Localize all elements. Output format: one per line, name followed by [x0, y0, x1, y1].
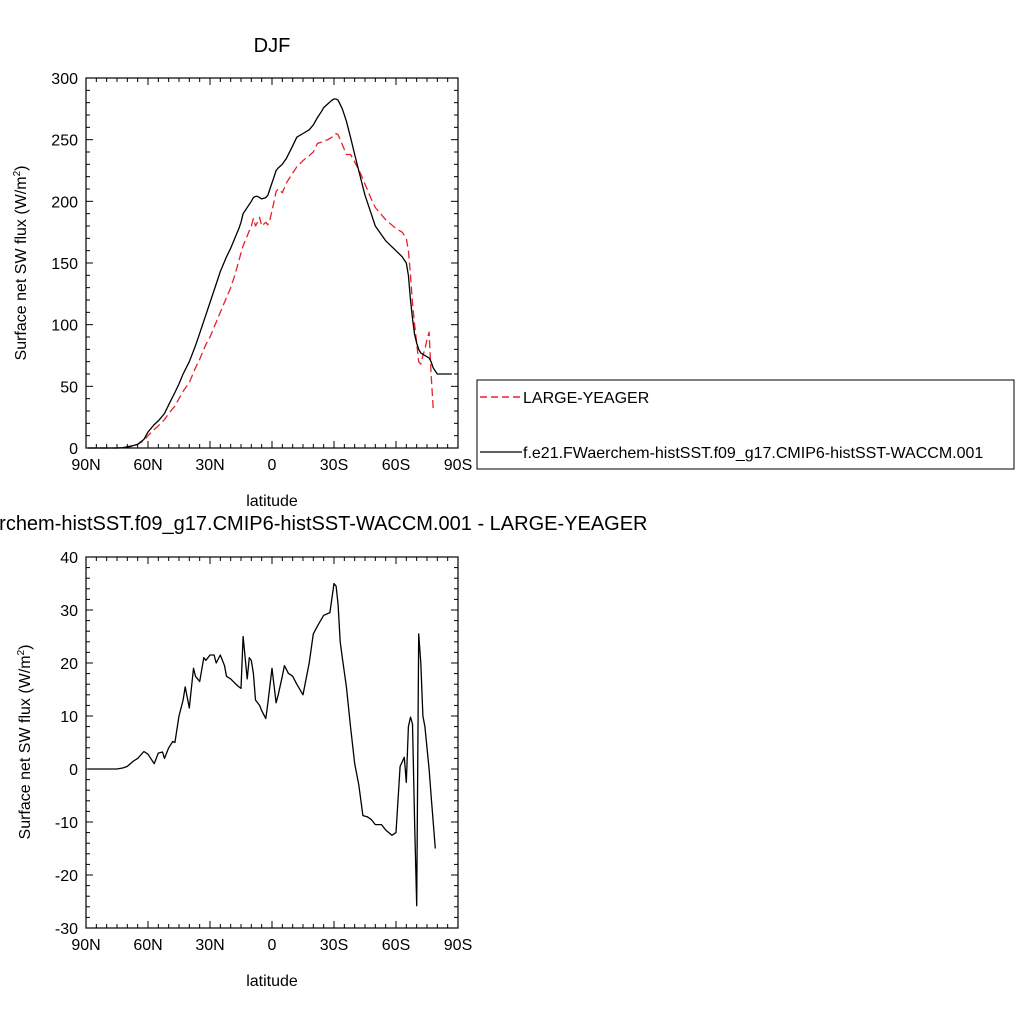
top-ticks: 90N 60N 30N 0 30S 60S 90S 0 50 100 150 200 250 300 [51, 71, 472, 474]
bottom-ytick-label: -30 [55, 921, 78, 938]
top-xtick-label: 60N [133, 457, 162, 474]
top-ytick-label: 150 [51, 256, 78, 273]
top-series-line-1 [88, 98, 452, 449]
legend: LARGE-YEAGER f.e21.FWaerchem-histSST.f09… [476, 379, 1015, 470]
bottom-title: f.e21.FWaerchem-histSST.f09_g17.CMIP6-hi… [0, 513, 647, 535]
legend-label-large-yeager: LARGE-YEAGER [523, 390, 649, 407]
bottom-ylabel-close: ) [17, 645, 34, 650]
top-ytick-label: 50 [60, 379, 78, 396]
bottom-ytick-label: 20 [60, 656, 78, 673]
bottom-panel: f.e21.FWaerchem-histSST.f09_g17.CMIP6-hi… [0, 513, 647, 990]
bottom-plot-frame [85, 556, 459, 929]
top-xtick-label: 90N [71, 457, 100, 474]
bottom-ytick-label: 40 [60, 550, 78, 567]
top-xtick-label: 30N [195, 457, 224, 474]
bottom-ytick-label: 10 [60, 709, 78, 726]
top-ytick-label: 200 [51, 194, 78, 211]
top-ylabel-close: ) [13, 166, 30, 171]
bottom-xtick-label: 60S [382, 937, 410, 954]
top-xtick-label: 30S [320, 457, 348, 474]
bottom-xtick-label: 0 [268, 937, 277, 954]
top-ylabel-text: Surface net SW flux (W/m [13, 176, 30, 360]
top-ylabel: Surface net SW flux (W/m2) [12, 166, 30, 361]
bottom-ytick-label: 0 [69, 762, 78, 779]
bottom-xlabel: latitude [246, 973, 298, 990]
legend-label-waccm: f.e21.FWaerchem-histSST.f09_g17.CMIP6-hi… [523, 445, 983, 462]
bottom-series-group [88, 582, 436, 907]
legend-box [476, 379, 1015, 470]
top-xtick-label: 0 [268, 457, 277, 474]
bottom-xtick-label: 30N [195, 937, 224, 954]
bottom-xtick-label: 30S [320, 937, 348, 954]
bottom-ytick-label: -20 [55, 868, 78, 885]
top-ytick-label: 0 [69, 441, 78, 458]
bottom-xtick-label: 90S [444, 937, 472, 954]
bottom-plot-area: 90N 60N 30N 0 30S 60S 90S -30 -20 -10 0 10 20 30 40 [55, 550, 472, 954]
bottom-ylabel: Surface net SW flux (W/m2) [16, 645, 34, 840]
top-plot-area: 90N 60N 30N 0 30S 60S 90S 0 50 100 150 200 250 300 [51, 71, 472, 474]
top-plot-frame [85, 77, 459, 449]
top-ytick-label: 300 [51, 71, 78, 88]
top-title: DJF [254, 35, 291, 57]
top-ytick-label: 250 [51, 133, 78, 150]
bottom-ylabel-sup: 2 [16, 649, 27, 655]
top-ylabel-sup: 2 [12, 170, 23, 176]
top-series-group [88, 98, 452, 449]
bottom-ytick-label: -10 [55, 815, 78, 832]
top-xlabel: latitude [246, 493, 298, 510]
bottom-series-line-0 [88, 582, 436, 907]
top-xtick-label: 60S [382, 457, 410, 474]
top-series-line-0 [88, 132, 434, 449]
bottom-ticks: 90N 60N 30N 0 30S 60S 90S -30 -20 -10 0 10 20 30 40 [55, 550, 472, 954]
top-xtick-label: 90S [444, 457, 472, 474]
bottom-ytick-label: 30 [60, 603, 78, 620]
bottom-ylabel-text: Surface net SW flux (W/m [17, 655, 34, 839]
bottom-xtick-label: 60N [133, 937, 162, 954]
top-ytick-label: 100 [51, 318, 78, 335]
bottom-xtick-label: 90N [71, 937, 100, 954]
top-panel: DJF 90N 60N 30N 0 30S 60S 90S 0 50 100 150 200 250 30… [12, 35, 472, 510]
